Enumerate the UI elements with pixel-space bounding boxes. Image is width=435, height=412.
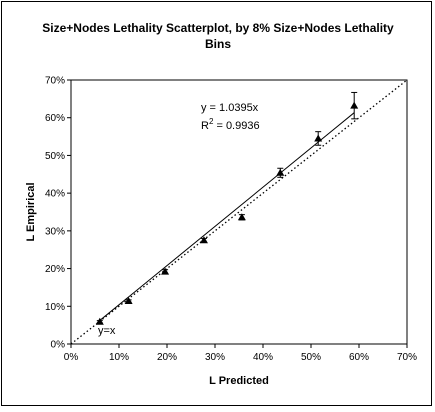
triangle-marker: [95, 317, 104, 325]
x-tick-label: 60%: [349, 352, 369, 363]
r-squared-label: R2 = 0.9936: [201, 117, 260, 132]
x-tick-label: 20%: [157, 352, 177, 363]
trendline-equation: y = 1.0395x: [201, 102, 259, 114]
x-tick-label: 70%: [397, 352, 417, 363]
triangle-marker: [237, 213, 246, 221]
data-point: [124, 297, 133, 305]
y-tick-label: 0%: [51, 340, 66, 351]
x-tick-label: 0%: [64, 352, 79, 363]
scatter-chart: Size+Nodes Lethality Scatterplot, by 8% …: [25, 21, 417, 387]
chart-frame: Size+Nodes Lethality Scatterplot, by 8% …: [1, 1, 432, 406]
reference-line-label: y=x: [98, 325, 116, 337]
data-point: [199, 236, 208, 244]
data-point: [161, 267, 170, 275]
y-axis-ticks: 0% 10% 20% 30% 40% 50% 60% 70%: [45, 76, 71, 351]
triangle-marker: [161, 267, 170, 275]
y-tick-label: 40%: [45, 189, 65, 200]
reference-line-y-equals-x: [70, 79, 408, 345]
data-points: [95, 91, 359, 325]
trendline: [97, 112, 355, 323]
data-point: [95, 317, 104, 325]
data-point: [350, 91, 359, 120]
data-point: [276, 167, 285, 178]
triangle-marker: [276, 168, 285, 176]
x-tick-label: 30%: [205, 352, 225, 363]
y-axis-label: L Empirical: [25, 182, 37, 241]
y-tick-label: 20%: [45, 264, 65, 275]
chart-title-line-2: Bins: [205, 37, 231, 51]
x-axis-label: L Predicted: [209, 375, 269, 387]
data-point: [237, 213, 246, 221]
y-tick-label: 70%: [45, 76, 65, 87]
y-tick-label: 30%: [45, 226, 65, 237]
x-tick-label: 50%: [301, 352, 321, 363]
chart-title-line-1: Size+Nodes Lethality Scatterplot, by 8% …: [42, 21, 394, 35]
x-tick-label: 10%: [109, 352, 129, 363]
triangle-marker: [124, 297, 133, 305]
y-tick-label: 10%: [45, 302, 65, 313]
y-tick-label: 60%: [45, 113, 65, 124]
triangle-marker: [350, 101, 359, 109]
x-axis-ticks: 0% 10% 20% 30% 40% 50% 60% 70%: [64, 344, 417, 363]
triangle-marker: [314, 134, 323, 142]
y-tick-label: 50%: [45, 151, 65, 162]
triangle-marker: [199, 236, 208, 244]
data-point: [314, 131, 323, 146]
x-tick-label: 40%: [253, 352, 273, 363]
